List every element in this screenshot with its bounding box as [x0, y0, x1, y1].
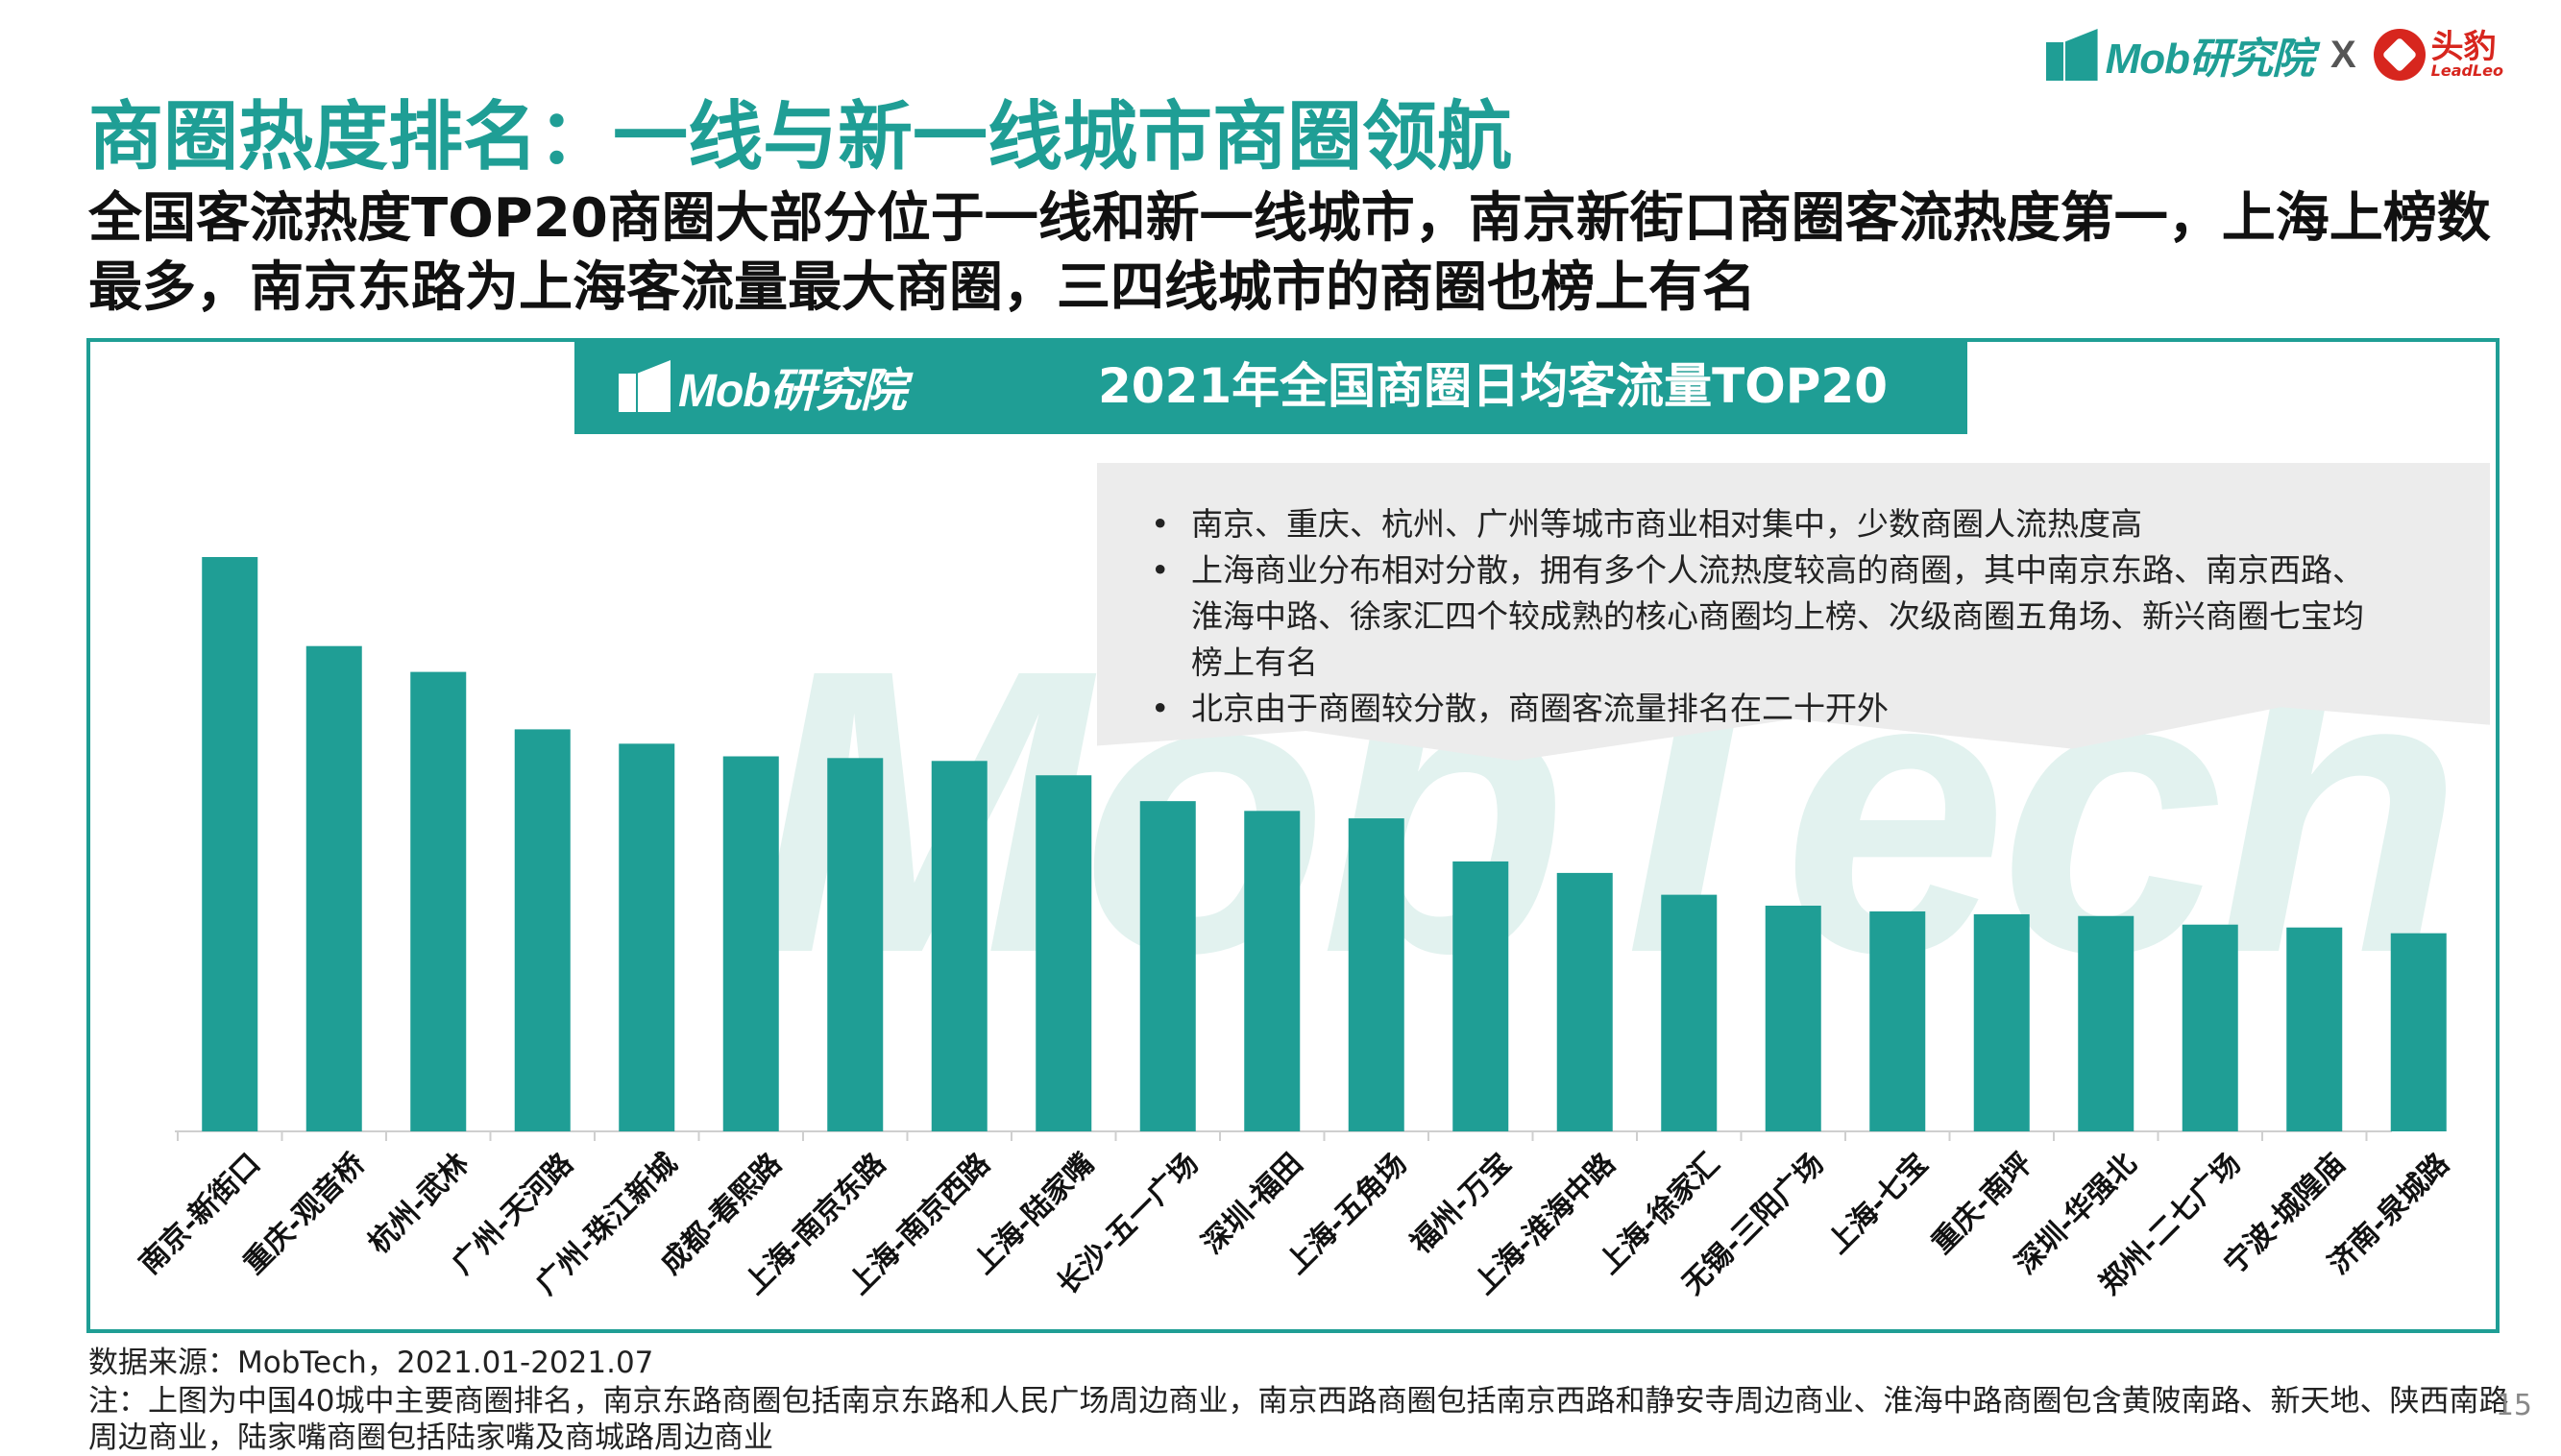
bar: [1452, 861, 1509, 1131]
bar: [619, 743, 675, 1131]
page-subtitle: 全国客流热度TOP20商圈大部分位于一线和新一线城市，南京新街口商圈客流热度第一…: [88, 187, 2491, 319]
bar: [202, 557, 258, 1131]
bar: [1348, 818, 1404, 1131]
leadleo-logo-icon: [2373, 29, 2426, 81]
mob-logo: Mob研究院: [2045, 24, 2314, 85]
bar: [2078, 915, 2134, 1131]
mob-logo-icon: [2045, 29, 2098, 81]
insight-item: 北京由于商圈较分散，商圈客流量排名在二十开外: [1143, 686, 2392, 732]
footnote: 注：上图为中国40城中主要商圈排名，南京东路商圈包括南京东路和人民广场周边商业，…: [88, 1384, 2509, 1455]
insight-item: 上海商业分布相对分散，拥有多个人流热度较高的商圈，其中南京东路、南京西路、淮海中…: [1143, 547, 2392, 686]
bar: [2182, 924, 2238, 1131]
banner-logo-text: Mob研究院: [678, 366, 907, 417]
bar: [305, 645, 362, 1131]
bar: [1973, 913, 2030, 1131]
bar: [1556, 872, 1613, 1131]
bar: [1139, 801, 1196, 1131]
bar: [1036, 775, 1092, 1131]
leadleo-logo-cn: 头豹: [2430, 28, 2497, 66]
chart-title: 2021年全国商圈日均客流量TOP20: [1098, 358, 1888, 414]
bar: [1869, 910, 1926, 1131]
logo-separator: X: [2329, 33, 2356, 76]
x-tick-label: 上海-七宝: [1821, 1147, 1935, 1260]
page-title: 商圈热度排名：一线与新一线城市商圈领航: [88, 94, 1513, 181]
banner-logo-icon: [619, 360, 671, 412]
data-source: 数据来源：MobTech，2021.01-2021.07: [88, 1346, 654, 1380]
insight-item: 南京、重庆、杭州、广州等城市商业相对集中，少数商圈人流热度高: [1143, 501, 2392, 547]
bar: [931, 761, 988, 1131]
bar: [1661, 894, 1718, 1131]
bar: [410, 671, 467, 1131]
bar: [2390, 933, 2447, 1131]
bar: [1244, 811, 1301, 1131]
insight-list: 南京、重庆、杭州、广州等城市商业相对集中，少数商圈人流热度高 上海商业分布相对分…: [1143, 501, 2392, 732]
leadleo-logo: 头豹 LeadLeo: [2373, 28, 2503, 81]
bar: [2286, 927, 2343, 1131]
chart-banner: Mob研究院 2021年全国商圈日均客流量TOP20: [574, 338, 1967, 434]
banner-logo: Mob研究院: [619, 352, 907, 420]
bar: [1765, 905, 1821, 1131]
bar: [722, 756, 779, 1131]
bar: [514, 729, 571, 1131]
mob-logo-text: Mob研究院: [2105, 36, 2314, 83]
page-number: 15: [2495, 1389, 2532, 1422]
leadleo-logo-en: LeadLeo: [2430, 61, 2503, 80]
header-logos: Mob研究院 X 头豹 LeadLeo: [2045, 21, 2503, 88]
bar-chart: 南京-新街口重庆-观音桥杭州-武林广州-天河路广州-珠江新城成都-春熙路上海-南…: [134, 557, 2456, 1301]
bar: [827, 758, 884, 1131]
